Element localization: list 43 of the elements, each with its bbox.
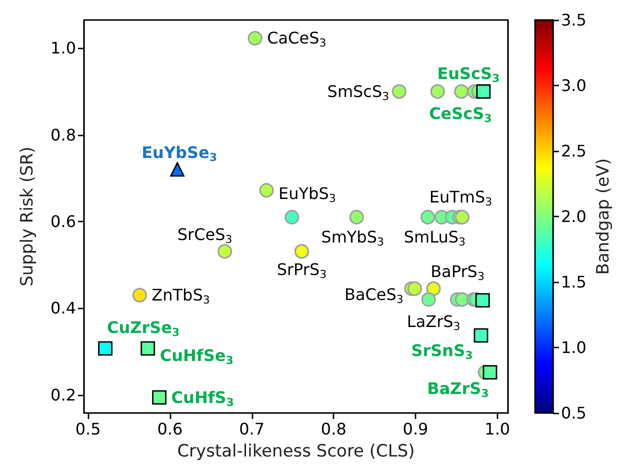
point [259, 182, 274, 198]
point [152, 390, 167, 405]
point [476, 84, 491, 99]
point [170, 162, 185, 177]
x-tick-label: 0.7 [239, 420, 265, 438]
point [430, 84, 445, 99]
y-tick-label: 0.2 [50, 385, 76, 404]
color-bar-label: 1.5 [561, 272, 586, 292]
point [426, 281, 441, 296]
point [420, 210, 436, 224]
y-tick-label: 1.0 [50, 38, 76, 58]
color-bar-label: 0.5 [561, 404, 586, 422]
point [475, 293, 490, 308]
color-bar-label: 3.0 [561, 76, 586, 95]
point [140, 341, 156, 356]
point [132, 288, 147, 302]
point [454, 84, 469, 99]
point [349, 210, 364, 224]
point [421, 292, 436, 307]
point [218, 244, 232, 259]
point [407, 281, 422, 296]
x-tick-label: 0.5 [75, 420, 101, 438]
x-tick-label: 0.9 [402, 420, 428, 438]
y-tick-label: 0.8 [50, 125, 76, 144]
x-tick-label: 0.8 [320, 420, 346, 438]
color-bar-label: 3.5 [561, 10, 586, 30]
color-bar-label: 2.5 [561, 142, 586, 160]
color-bar-label: 2.0 [561, 207, 586, 226]
color-bar-label: 1.0 [561, 338, 586, 357]
y-axis-title: Supply Risk (SR) [18, 146, 38, 286]
x-tick-label: 0.6 [157, 420, 183, 438]
point [392, 84, 406, 99]
x-tick-label: 1.0 [484, 420, 510, 438]
point [294, 244, 310, 259]
point [454, 292, 470, 307]
point [482, 365, 498, 380]
y-tick-label: 0.4 [50, 298, 76, 318]
y-tick-label: 0.6 [50, 212, 76, 231]
x-axis-title: Crystal-likeness Score (CLS) [177, 442, 415, 462]
color-bar-title: Bandgap (eV) [594, 158, 614, 275]
point [474, 328, 488, 343]
point [98, 341, 112, 356]
point [248, 30, 262, 46]
